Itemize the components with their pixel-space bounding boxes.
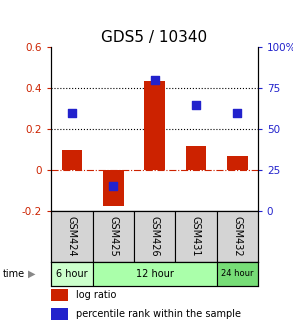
Point: [152, 77, 157, 83]
Bar: [217, 211, 258, 262]
Text: GSM426: GSM426: [149, 216, 160, 257]
Text: GSM432: GSM432: [232, 216, 242, 257]
Bar: [51, 308, 68, 320]
Point: [111, 184, 116, 189]
Bar: [51, 289, 68, 301]
Text: log ratio: log ratio: [76, 290, 116, 300]
Bar: [217, 262, 258, 286]
Bar: [62, 150, 82, 170]
Text: time: time: [3, 269, 25, 279]
Bar: [93, 262, 217, 286]
Bar: [134, 211, 175, 262]
Text: GSM431: GSM431: [191, 216, 201, 256]
Title: GDS5 / 10340: GDS5 / 10340: [101, 30, 208, 45]
Text: 24 hour: 24 hour: [221, 269, 253, 278]
Bar: [227, 156, 248, 170]
Bar: [175, 211, 217, 262]
Text: ▶: ▶: [28, 269, 35, 279]
Bar: [51, 262, 93, 286]
Text: percentile rank within the sample: percentile rank within the sample: [76, 309, 241, 319]
Text: GSM425: GSM425: [108, 216, 118, 257]
Bar: [103, 170, 124, 206]
Point: [194, 102, 198, 107]
Bar: [51, 211, 93, 262]
Text: GSM424: GSM424: [67, 216, 77, 257]
Bar: [144, 81, 165, 170]
Point: [70, 110, 74, 115]
Bar: [185, 146, 206, 170]
Bar: [93, 211, 134, 262]
Text: 6 hour: 6 hour: [56, 269, 88, 279]
Point: [235, 110, 240, 115]
Text: 12 hour: 12 hour: [136, 269, 173, 279]
